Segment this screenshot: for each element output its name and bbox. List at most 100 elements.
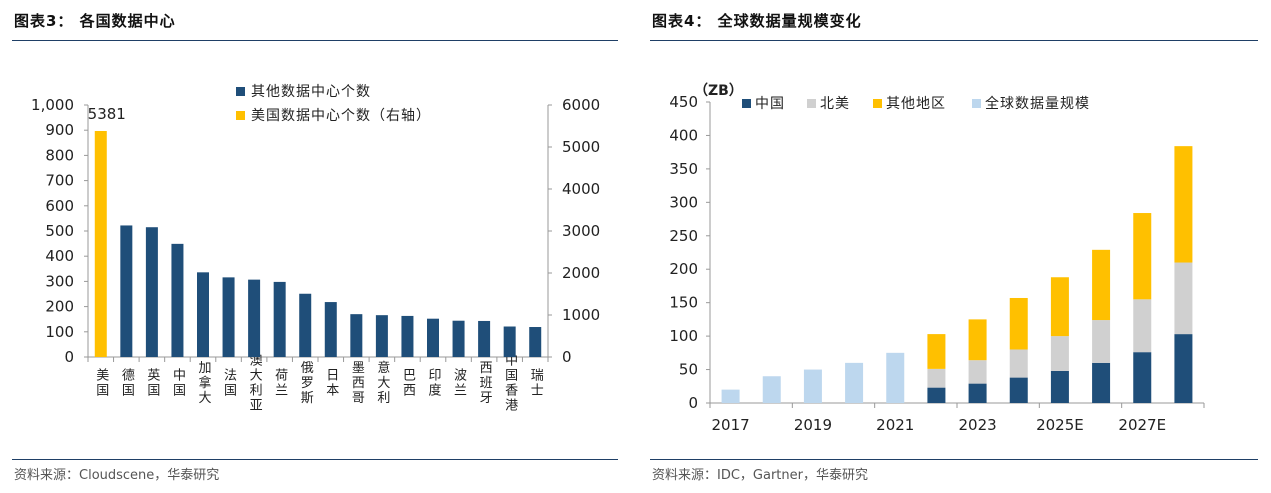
stacked-bar-segment [1009, 349, 1028, 378]
bar [401, 315, 414, 357]
left-footer-rule [12, 459, 618, 460]
bar [120, 225, 133, 357]
right-y-tick-label: 6000 [562, 96, 600, 114]
x-tick-label: 日本 [323, 368, 339, 398]
right-y-tick-label: 1000 [562, 306, 600, 324]
legend-label: 美国数据中心个数（右轴） [251, 108, 431, 124]
bar [248, 279, 261, 357]
right-chart-title: 图表4： 全球数据量规模变化 [652, 12, 862, 30]
y-tick-label: 450 [669, 93, 698, 111]
left-y-tick-label: 0 [64, 348, 74, 366]
bar [452, 320, 465, 357]
x-tick-label: 英国 [144, 368, 160, 398]
left-y-tick-label: 400 [45, 247, 74, 265]
legend-swatch [742, 99, 751, 108]
bar [145, 227, 158, 357]
bar [222, 277, 235, 357]
stacked-bar-segment [1050, 277, 1069, 337]
bar [94, 130, 107, 357]
right-y-tick-label: 0 [562, 348, 572, 366]
x-tick-label: 美国 [93, 368, 109, 398]
left-y-tick-label: 900 [45, 121, 74, 139]
bar [299, 293, 312, 357]
left-y-tick-label: 100 [45, 323, 74, 341]
stacked-bar-segment [968, 319, 987, 361]
x-tick-label: 意大利 [374, 360, 390, 406]
y-tick-label: 350 [669, 160, 698, 178]
stacked-bar-segment [1050, 370, 1069, 403]
stacked-bar-segment [721, 389, 740, 403]
left-y-tick-label: 1,000 [31, 96, 74, 114]
legend-swatch [972, 99, 981, 108]
x-tick-label: 2017 [711, 416, 749, 434]
bar [503, 326, 516, 357]
legend-swatch [236, 111, 245, 120]
right-y-tick-label: 4000 [562, 180, 600, 198]
bar [478, 320, 491, 357]
left-y-tick-label: 200 [45, 298, 74, 316]
left-y-tick-label: 700 [45, 172, 74, 190]
stacked-bar-segment [1174, 334, 1193, 403]
y-tick-label: 200 [669, 260, 698, 278]
legend-label: 其他地区 [886, 96, 946, 112]
x-tick-label: 2021 [876, 416, 914, 434]
stacked-bar-segment [886, 352, 905, 403]
left-y-tick-label: 300 [45, 272, 74, 290]
x-tick-label: 巴西 [400, 368, 416, 398]
bar [529, 327, 542, 357]
bar [324, 302, 337, 357]
x-tick-label: 2023 [958, 416, 996, 434]
stacked-bar-segment [927, 387, 946, 403]
legend-label: 其他数据中心个数 [251, 84, 371, 100]
x-tick-label: 墨西哥 [349, 361, 365, 406]
legend-swatch [873, 99, 882, 108]
legend-swatch [236, 87, 245, 96]
left-y-tick-label: 600 [45, 197, 74, 215]
bar [273, 281, 286, 357]
stacked-bar-segment [968, 383, 987, 403]
x-tick-label: 俄罗斯 [298, 361, 314, 406]
x-tick-label: 澳大利亚 [247, 352, 263, 413]
x-tick-label: 2027E [1118, 416, 1166, 434]
y-axis-unit-label: （ZB） [694, 83, 743, 99]
left-y-tick-label: 800 [45, 146, 74, 164]
y-tick-label: 0 [688, 394, 698, 412]
stacked-bar-segment [1133, 213, 1152, 300]
legend-label: 全球数据量规模 [985, 95, 1090, 112]
data-label: 5381 [88, 105, 126, 123]
y-tick-label: 50 [679, 361, 698, 379]
right-y-tick-label: 5000 [562, 138, 600, 156]
bar [375, 315, 388, 357]
right-y-tick-label: 3000 [562, 222, 600, 240]
stacked-bar-segment [1174, 146, 1193, 263]
y-tick-label: 150 [669, 294, 698, 312]
right-footer-rule [650, 459, 1258, 460]
stacked-bar-segment [845, 362, 864, 403]
y-tick-label: 250 [669, 227, 698, 245]
stacked-bar-segment [927, 368, 946, 388]
x-tick-label: 印度 [426, 368, 442, 398]
right-source-note: 资料来源：IDC，Gartner，华泰研究 [652, 468, 868, 483]
x-tick-label: 荷兰 [272, 368, 288, 398]
stacked-bar-segment [1050, 336, 1069, 371]
x-tick-label: 加拿大 [196, 361, 212, 406]
y-tick-label: 400 [669, 126, 698, 144]
stacked-bar-segment [762, 376, 781, 403]
x-tick-label: 瑞士 [528, 368, 544, 398]
legend-label: 北美 [820, 96, 850, 112]
x-tick-label: 德国 [119, 368, 135, 398]
x-tick-label: 中国香港 [502, 353, 517, 413]
bar [197, 272, 209, 357]
stacked-bar-segment [1174, 262, 1193, 335]
left-chart-title: 图表3： 各国数据中心 [14, 12, 176, 30]
y-tick-label: 300 [669, 193, 698, 211]
stacked-bar-segment [1009, 377, 1028, 403]
right-y-tick-label: 2000 [562, 264, 600, 282]
legend-label: 中国 [755, 96, 785, 112]
left-title-rule [12, 40, 618, 41]
y-tick-label: 100 [669, 327, 698, 345]
bar [427, 318, 439, 357]
stacked-bar-segment [1133, 352, 1152, 403]
stacked-bar-segment [1133, 299, 1152, 353]
